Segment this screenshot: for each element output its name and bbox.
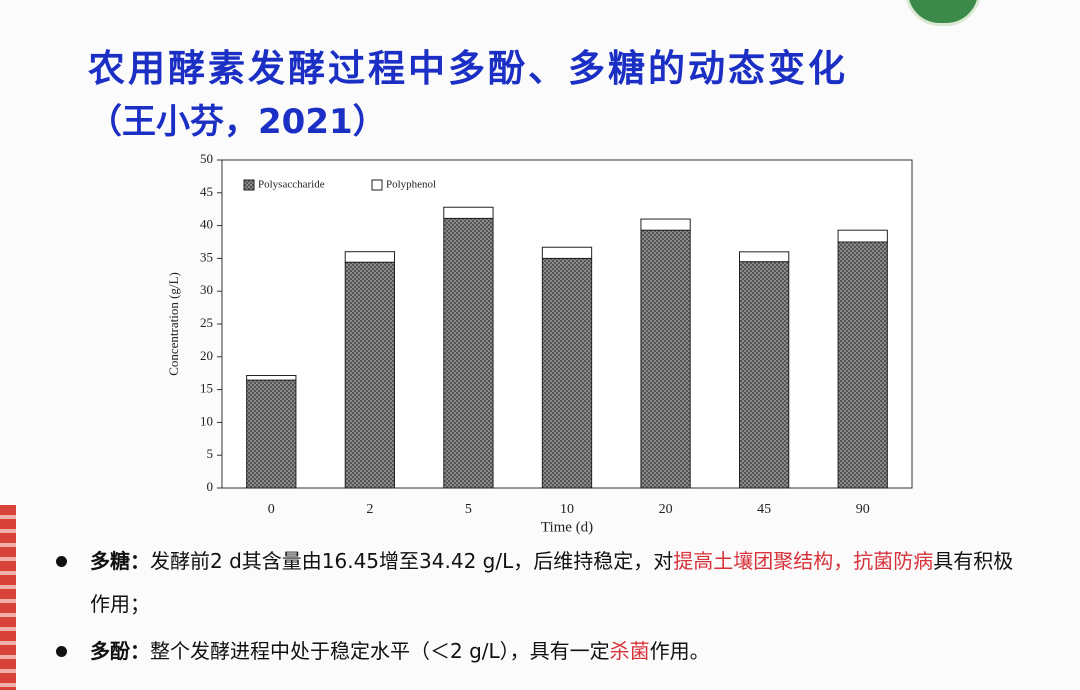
- bar-segment: [640, 229, 691, 489]
- x-tick-label: 2: [366, 502, 373, 517]
- y-tick-label: 10: [200, 413, 213, 428]
- bar-segment: [739, 251, 790, 263]
- bullet-text: 作用。: [649, 639, 710, 663]
- x-axis-label: Time (d): [541, 519, 593, 535]
- bar-segment: [246, 374, 297, 381]
- y-tick-label: 0: [207, 479, 214, 494]
- bullet-item: 多糖：发酵前2 d其含量由16.45增至34.42 g/L，后维持稳定，对提高土…: [56, 540, 1016, 626]
- x-tick-label: 45: [757, 502, 771, 517]
- legend-swatch: [371, 179, 383, 191]
- y-tick-label: 35: [200, 249, 213, 264]
- bar-segment: [541, 257, 593, 489]
- bar-segment: [443, 217, 494, 489]
- bar-segment: [837, 241, 888, 489]
- bullet-item: 多酚：整个发酵进程中处于稳定水平（＜2 g/L），具有一定杀菌作用。: [56, 630, 1016, 673]
- bar-segment: [344, 251, 396, 263]
- bullet-label: 多酚：: [90, 639, 150, 663]
- y-tick-label: 45: [200, 184, 213, 199]
- x-tick-label: 0: [268, 502, 275, 517]
- bullet-list: 多糖：发酵前2 d其含量由16.45增至34.42 g/L，后维持稳定，对提高土…: [56, 540, 1016, 677]
- y-tick-label: 25: [200, 315, 213, 330]
- bullet-text: 具有积极作用；: [90, 549, 1014, 616]
- bullet-text: 发酵前2 d其含量由16.45增至34.42 g/L，后维持稳定，对: [150, 549, 674, 573]
- y-tick-label: 40: [200, 217, 213, 232]
- bar-segment: [837, 229, 888, 243]
- slide-subtitle: （王小芬，2021）: [88, 102, 387, 142]
- legend-label: Polyphenol: [386, 179, 436, 191]
- x-tick-label: 10: [560, 502, 574, 517]
- legend-swatch: [243, 179, 255, 191]
- y-tick-label: 30: [200, 282, 213, 297]
- y-tick-label: 20: [200, 348, 213, 363]
- bar-segment: [640, 218, 691, 231]
- y-tick-label: 15: [200, 381, 213, 396]
- slide-title: 农用酵素发酵过程中多酚、多糖的动态变化: [88, 46, 848, 90]
- y-tick-label: 50: [200, 151, 213, 166]
- bar-segment: [246, 379, 297, 489]
- x-tick-label: 20: [659, 502, 673, 517]
- bullet-text: 整个发酵进程中处于稳定水平（＜2 g/L），具有一定: [150, 639, 610, 663]
- bar-segment: [344, 261, 396, 489]
- x-tick-label: 90: [856, 502, 870, 517]
- y-tick-label: 5: [207, 446, 214, 461]
- legend-label: Polysaccharide: [258, 179, 325, 191]
- decoration: [0, 505, 16, 690]
- bar-segment: [739, 261, 790, 489]
- y-axis-label: Concentration (g/L): [166, 272, 181, 376]
- bullet-label: 多糖：: [90, 549, 150, 573]
- bar-segment: [541, 246, 593, 259]
- chart: Time (d) Concentration (g/L) 05101520253…: [166, 151, 913, 535]
- x-tick-label: 5: [465, 502, 472, 517]
- bar-segment: [443, 206, 494, 219]
- highlight-text: 提高土壤团聚结构，抗菌防病: [673, 549, 934, 573]
- highlight-text: 杀菌: [609, 639, 650, 663]
